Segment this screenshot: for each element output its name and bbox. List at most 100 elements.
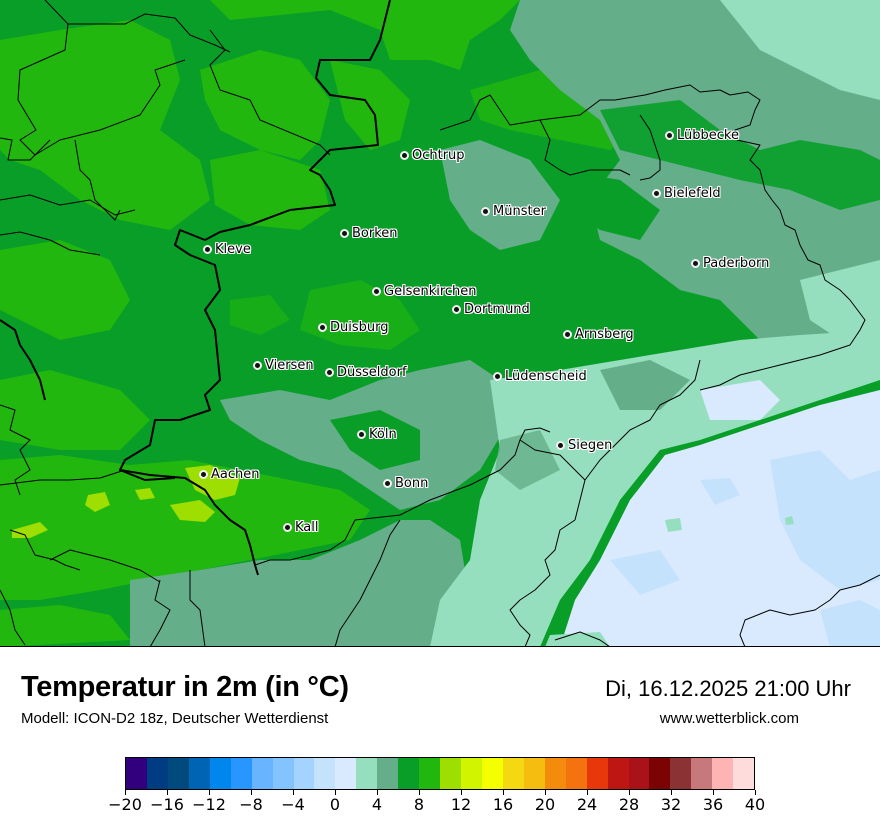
colorbar-tick-label: 12 xyxy=(450,795,472,814)
colorbar-tick xyxy=(460,790,462,795)
city-dot-icon xyxy=(481,206,490,216)
colorbar-bin xyxy=(607,758,629,789)
city-marker-muenster: Münster xyxy=(481,203,546,219)
colorbar-bin xyxy=(356,758,378,789)
colorbar-bin xyxy=(314,758,336,789)
colorbar-tick xyxy=(670,790,672,795)
city-marker-duesseldorf: Düsseldorf xyxy=(325,364,407,380)
city-label: Aachen xyxy=(211,466,260,482)
map-title: Temperatur in 2m (in °C) xyxy=(21,671,349,703)
colorbar-tick-label: 16 xyxy=(492,795,514,814)
colorbar-tick xyxy=(124,790,126,795)
colorbar-tick xyxy=(586,790,588,795)
colorbar-bin xyxy=(628,758,650,789)
colorbar-tick xyxy=(334,790,336,795)
colorbar-ticks: −20 −16 −12 −8 −4 0 4 8 12 16 20 24 28 32 36 40 xyxy=(108,790,765,830)
colorbar-bin xyxy=(167,758,189,789)
colorbar-tick-label: 20 xyxy=(534,795,556,814)
temperature-field xyxy=(0,0,880,646)
colorbar-bin xyxy=(440,758,461,789)
city-dot-icon xyxy=(383,478,392,488)
city-dot-icon xyxy=(691,258,700,268)
city-label: Duisburg xyxy=(330,319,389,335)
colorbar-bin xyxy=(691,758,713,789)
colorbar-bin xyxy=(649,758,671,789)
colorbar-bin xyxy=(733,758,755,789)
city-marker-paderborn: Paderborn xyxy=(691,255,769,271)
city-dot-icon xyxy=(357,429,366,439)
colorbar-bin xyxy=(712,758,734,789)
colorbar-bin xyxy=(481,758,503,789)
city-marker-borken: Borken xyxy=(340,225,398,241)
city-marker-bonn: Bonn xyxy=(383,475,428,491)
city-marker-ochtrup: Ochtrup xyxy=(400,147,465,163)
colorbar-bin xyxy=(544,758,566,789)
city-marker-bielefeld: Bielefeld xyxy=(652,185,721,201)
city-marker-siegen: Siegen xyxy=(556,437,612,453)
city-marker-dortmund: Dortmund xyxy=(452,301,530,317)
colorbar-bin xyxy=(586,758,608,789)
city-label: Siegen xyxy=(568,437,613,453)
city-label: Ochtrup xyxy=(412,147,465,163)
city-label: Kleve xyxy=(215,241,251,257)
colorbar-bin xyxy=(461,758,482,789)
colorbar-bin xyxy=(565,758,587,789)
city-marker-luedenscheid: Lüdenscheid xyxy=(493,368,587,384)
city-marker-arnsberg: Arnsberg xyxy=(563,326,634,342)
city-label: Arnsberg xyxy=(575,326,634,342)
colorbar-tick-label: −8 xyxy=(239,795,263,814)
colorbar-tick xyxy=(166,790,168,795)
colorbar-tick-label: −12 xyxy=(192,795,226,814)
city-dot-icon xyxy=(340,228,349,238)
colorbar-bin xyxy=(335,758,357,789)
colorbar-tick xyxy=(250,790,252,795)
city-dot-icon xyxy=(400,150,409,160)
colorbar-tick xyxy=(628,790,630,795)
colorbar-bin xyxy=(502,758,524,789)
colorbar-bin xyxy=(126,758,147,789)
colorbar-bin xyxy=(419,758,441,789)
colorbar-tick-label: 0 xyxy=(329,795,341,814)
colorbar-tick xyxy=(376,790,378,795)
colorbar-bin xyxy=(670,758,692,789)
colorbar-tick xyxy=(292,790,294,795)
website-credit: www.wetterblick.com xyxy=(659,710,799,727)
city-label: Paderborn xyxy=(703,255,770,271)
city-marker-kall: Kall xyxy=(283,519,319,535)
colorbar-bin xyxy=(230,758,252,789)
city-dot-icon xyxy=(563,329,572,339)
city-marker-kleve: Kleve xyxy=(203,241,251,257)
city-dot-icon xyxy=(452,304,461,314)
city-dot-icon xyxy=(199,469,208,479)
city-label: Borken xyxy=(352,225,398,241)
colorbar-tick-label: 28 xyxy=(618,795,640,814)
city-marker-viersen: Viersen xyxy=(253,357,314,373)
colorbar-bin xyxy=(377,758,399,789)
colorbar-tick-label: 36 xyxy=(702,795,724,814)
temperature-map: Lübbecke Ochtrup Bielefeld Münster Borke… xyxy=(0,0,880,647)
city-dot-icon xyxy=(372,286,381,296)
city-dot-icon xyxy=(652,188,661,198)
temperature-colorbar xyxy=(125,757,755,790)
city-dot-icon xyxy=(325,367,334,377)
city-label: Lübbecke xyxy=(677,127,739,143)
colorbar-tick-label: 32 xyxy=(660,795,682,814)
city-marker-duisburg: Duisburg xyxy=(318,319,389,335)
city-marker-koeln: Köln xyxy=(357,426,397,442)
colorbar-tick-label: 4 xyxy=(371,795,383,814)
colorbar-tick-label: −4 xyxy=(281,795,305,814)
colorbar-bin xyxy=(251,758,273,789)
city-dot-icon xyxy=(203,244,212,254)
colorbar-bin xyxy=(293,758,315,789)
city-dot-icon xyxy=(665,130,674,140)
city-label: Kall xyxy=(295,519,319,535)
colorbar-tick xyxy=(754,790,756,795)
colorbar-tick xyxy=(544,790,546,795)
model-subtitle: Modell: ICON-D2 18z, Deutscher Wetterdie… xyxy=(21,710,329,727)
city-dot-icon xyxy=(493,371,502,381)
city-marker-aachen: Aachen xyxy=(199,466,259,482)
city-marker-gelsenkirchen: Gelsenkirchen xyxy=(372,283,477,299)
colorbar-tick xyxy=(502,790,504,795)
city-label: Köln xyxy=(369,426,397,442)
colorbar-tick-label: −16 xyxy=(150,795,184,814)
